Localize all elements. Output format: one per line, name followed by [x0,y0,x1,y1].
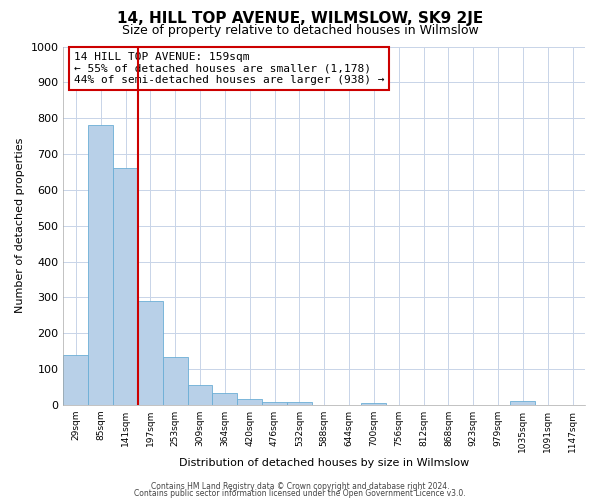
Bar [188,385,212,405]
Bar [212,393,237,405]
Bar [511,402,535,405]
Text: Size of property relative to detached houses in Wilmslow: Size of property relative to detached ho… [122,24,478,37]
Bar [163,358,188,405]
Y-axis label: Number of detached properties: Number of detached properties [15,138,25,314]
X-axis label: Distribution of detached houses by size in Wilmslow: Distribution of detached houses by size … [179,458,469,468]
Text: Contains HM Land Registry data © Crown copyright and database right 2024.: Contains HM Land Registry data © Crown c… [151,482,449,491]
Bar [64,355,88,405]
Text: Contains public sector information licensed under the Open Government Licence v3: Contains public sector information licen… [134,490,466,498]
Bar [287,402,312,405]
Bar [113,168,138,405]
Bar [237,398,262,405]
Bar [138,301,163,405]
Text: 14, HILL TOP AVENUE, WILMSLOW, SK9 2JE: 14, HILL TOP AVENUE, WILMSLOW, SK9 2JE [117,11,483,26]
Bar [262,402,287,405]
Bar [88,126,113,405]
Bar [361,403,386,405]
Text: 14 HILL TOP AVENUE: 159sqm
← 55% of detached houses are smaller (1,178)
44% of s: 14 HILL TOP AVENUE: 159sqm ← 55% of deta… [74,52,385,85]
